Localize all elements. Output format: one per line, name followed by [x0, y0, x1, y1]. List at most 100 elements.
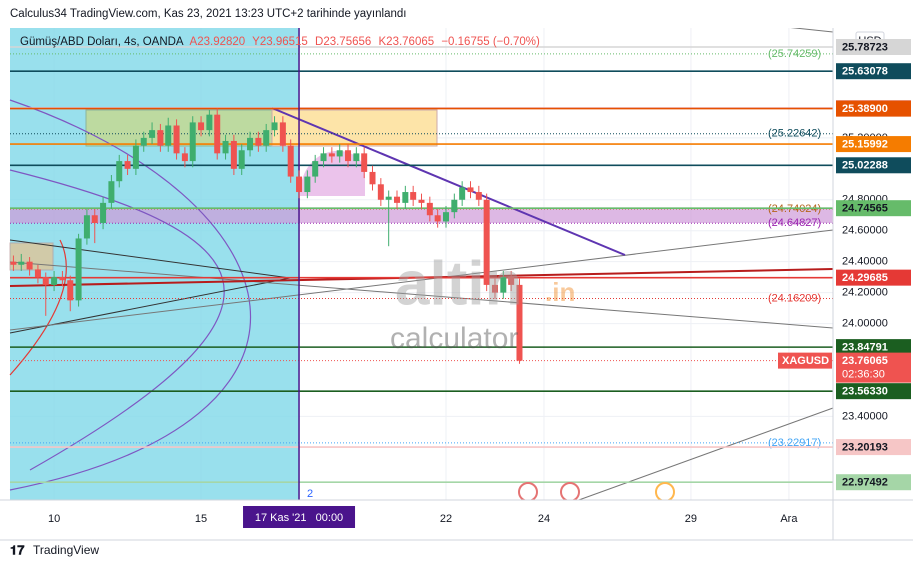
- symbol-title: Gümüş/ABD Doları, 4s, OANDA: [20, 36, 184, 48]
- axis-labels: 25.2000024.8000024.6000024.4000024.20000…: [48, 38, 911, 528]
- annotation-label: (24.16209): [768, 292, 821, 304]
- level-box: [836, 63, 911, 80]
- y-tick-label: 24.40000: [842, 256, 888, 268]
- trend-line: [564, 407, 834, 506]
- candle-body: [75, 238, 82, 301]
- level-box: [836, 100, 911, 117]
- flag-icon: [518, 482, 538, 502]
- level-box: [836, 474, 911, 491]
- x-tick-label: 29: [685, 513, 697, 525]
- watermark: altin .in calculator: [390, 249, 575, 355]
- candle-body: [67, 280, 74, 301]
- flag-icon: [655, 482, 675, 502]
- candle-body: [26, 261, 33, 270]
- level-label: 24.29685: [842, 272, 888, 284]
- level-box: [836, 383, 911, 400]
- ohlc: Y23.96515: [252, 36, 308, 48]
- ohlc: K23.76065: [379, 36, 435, 48]
- level-box: [836, 269, 911, 286]
- candle-body: [483, 199, 490, 285]
- candle-body: [336, 150, 343, 157]
- candle-body: [91, 215, 98, 223]
- candle-body: [42, 277, 49, 285]
- x-tick-label: Ara: [780, 513, 798, 525]
- ohlc: A23.92820: [190, 36, 246, 48]
- candle-body: [157, 130, 164, 146]
- y-tick-label: 23.40000: [842, 410, 888, 422]
- candle-body: [18, 261, 25, 265]
- candle-body: [108, 181, 115, 203]
- trend-line: [9, 239, 291, 279]
- candle-body: [353, 153, 360, 162]
- zone-band: [10, 209, 833, 223]
- level-box: [836, 439, 911, 456]
- candle-body: [459, 187, 466, 200]
- current-price-box: [836, 352, 911, 383]
- candle-body: [230, 140, 237, 169]
- candle-body: [451, 199, 458, 213]
- candle-body: [296, 176, 303, 193]
- candle-body: [206, 114, 213, 131]
- candle-body: [402, 192, 409, 203]
- time-axis: [0, 500, 833, 540]
- zone-box: [271, 109, 438, 147]
- y-tick-label: 24.60000: [842, 225, 888, 237]
- candle-body: [304, 176, 311, 193]
- candle-body: [410, 192, 417, 200]
- fib-arc: [9, 239, 67, 376]
- candle-body: [222, 140, 229, 154]
- candle-body: [51, 277, 58, 285]
- candle-body: [491, 284, 498, 293]
- level-label: 23.84791: [842, 342, 888, 354]
- level-box: [836, 200, 911, 217]
- candle-body: [328, 153, 335, 157]
- candle-body: [59, 277, 66, 281]
- trend-line: [9, 229, 834, 331]
- x-tick-label: 24: [538, 513, 550, 525]
- level-label: 25.63078: [842, 66, 888, 78]
- candle-body: [271, 122, 278, 131]
- footer-logo: 𝟏𝟕: [10, 542, 25, 557]
- candle-body: [434, 215, 441, 222]
- crosshair-label: 17 Kas '21 00:00: [255, 512, 343, 524]
- candles: [10, 108, 523, 364]
- watermark-sub: calculator: [390, 322, 518, 355]
- level-label: 24.74565: [842, 203, 888, 215]
- candle-body: [385, 196, 392, 200]
- candle-body: [475, 192, 482, 200]
- trend-line: [9, 261, 834, 329]
- candle-body: [418, 199, 425, 203]
- candle-body: [181, 153, 188, 162]
- change: −0.16755 (−0.70%): [441, 36, 540, 48]
- candle-body: [83, 215, 90, 239]
- watermark-brand: altin: [395, 249, 522, 318]
- symbol-label: XAGUSD: [782, 355, 829, 367]
- ohlc: D23.75656: [315, 36, 371, 48]
- current-price-label: 23.76065: [842, 355, 888, 367]
- x-tick-label: 15: [195, 513, 207, 525]
- candle-body: [214, 114, 221, 154]
- candle-body: [100, 202, 107, 223]
- footer: TradingView: [33, 543, 99, 557]
- level-box: [836, 136, 911, 153]
- candle-body: [10, 261, 17, 265]
- candle-body: [198, 122, 205, 131]
- annotation-label: (25.22642): [768, 128, 821, 140]
- annotation-label: (24.64827): [768, 217, 821, 229]
- candle-body: [442, 212, 449, 222]
- annotation-label: (23.22917): [768, 437, 821, 449]
- candle-body: [467, 187, 474, 193]
- candle-body: [426, 202, 433, 216]
- candle-body: [377, 184, 384, 200]
- candle-body: [149, 130, 156, 138]
- candle-body: [255, 137, 262, 146]
- header: Calculus34 TradingView.com, Kas 23, 2021…: [10, 8, 406, 20]
- candle-body: [124, 161, 131, 169]
- level-label: 23.56330: [842, 386, 888, 398]
- level-label: 25.02288: [842, 160, 888, 172]
- candle-body: [287, 145, 294, 177]
- candle-body: [116, 161, 123, 182]
- candle-body: [247, 137, 254, 151]
- header-bar: [0, 0, 913, 28]
